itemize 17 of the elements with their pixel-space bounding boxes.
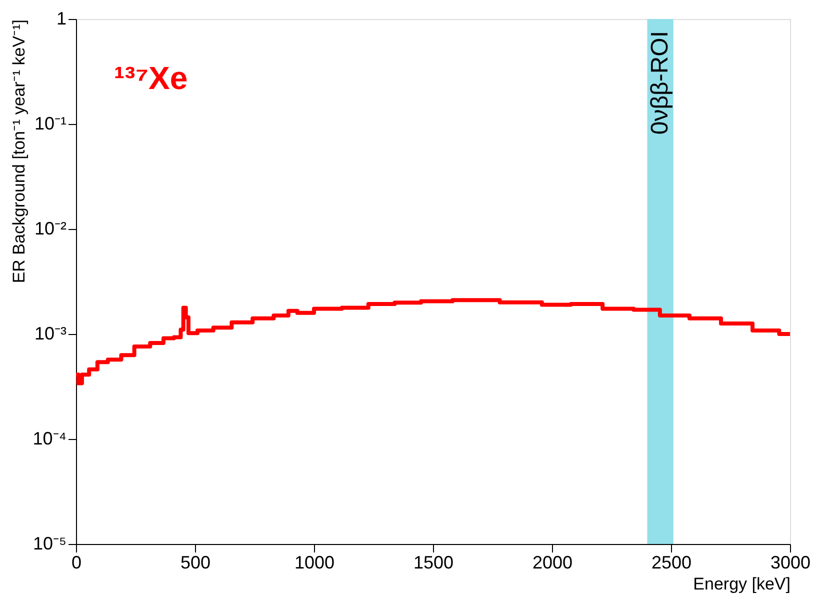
x-axis-title: Energy [keV]	[693, 574, 790, 594]
y-tick-label: 1	[56, 8, 66, 28]
x-tick-label: 1500	[413, 552, 454, 572]
annotation: ¹³⁷Xe	[114, 60, 188, 96]
band-label: 0νββ-ROI	[646, 31, 674, 135]
x-tick-label: 1000	[294, 552, 335, 572]
y-tick-label: 10⁻¹	[34, 114, 67, 134]
x-tick-label: 2500	[651, 552, 692, 572]
y-axis-title: ER Background [ton⁻¹ year⁻¹ keV⁻¹]	[10, 20, 29, 284]
y-tick-label: 10⁻⁴	[32, 428, 66, 448]
y-tick-label: 10⁻²	[34, 218, 67, 238]
y-tick-label: 10⁻³	[34, 324, 67, 344]
x-tick-label: 500	[180, 552, 211, 572]
x-tick-label: 2000	[532, 552, 573, 572]
x-tick-label: 3000	[770, 552, 811, 572]
y-tick-label: 10⁻⁵	[33, 534, 66, 554]
x-tick-label: 0	[71, 552, 82, 572]
